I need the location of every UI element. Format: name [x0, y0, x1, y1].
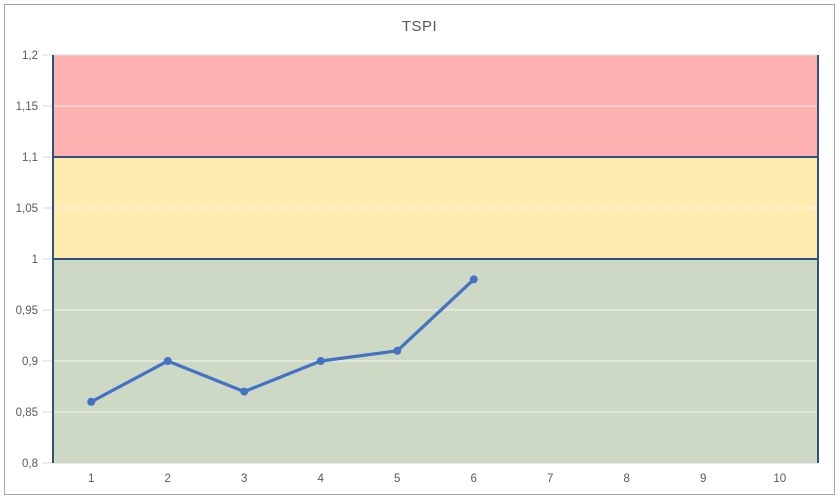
data-point-marker [316, 357, 325, 365]
x-axis-label: 2 [165, 473, 171, 485]
data-point-marker [469, 275, 478, 284]
x-axis-label: 8 [624, 473, 630, 485]
x-axis-label: 1 [88, 473, 94, 485]
y-axis-label: 1,15 [16, 101, 38, 113]
x-axis-label: 5 [394, 473, 400, 485]
data-point-marker [240, 387, 249, 396]
x-axis-label: 6 [471, 473, 477, 485]
data-point-marker [163, 357, 172, 365]
y-axis-label: 1 [32, 254, 38, 266]
series-line-tspi [89, 277, 476, 404]
y-axis-label: 1,05 [16, 203, 38, 215]
y-axis-label: 0,85 [16, 407, 38, 419]
x-axis-label: 3 [241, 473, 247, 485]
chart-title: TSPI [401, 18, 438, 35]
y-axis-label: 0,9 [22, 356, 38, 368]
y-axis-label: 0,95 [16, 305, 38, 317]
data-point-marker [87, 397, 96, 406]
data-point-marker [393, 346, 402, 355]
x-axis-label: 9 [700, 473, 706, 485]
x-axis-label: 7 [547, 473, 553, 485]
y-axis-label: 0,8 [22, 458, 38, 470]
y-axis-label: 1,2 [22, 50, 38, 62]
x-axis-label: 10 [773, 473, 786, 485]
y-axis-label: 1,1 [22, 152, 38, 164]
x-axis-label: 4 [318, 473, 325, 485]
